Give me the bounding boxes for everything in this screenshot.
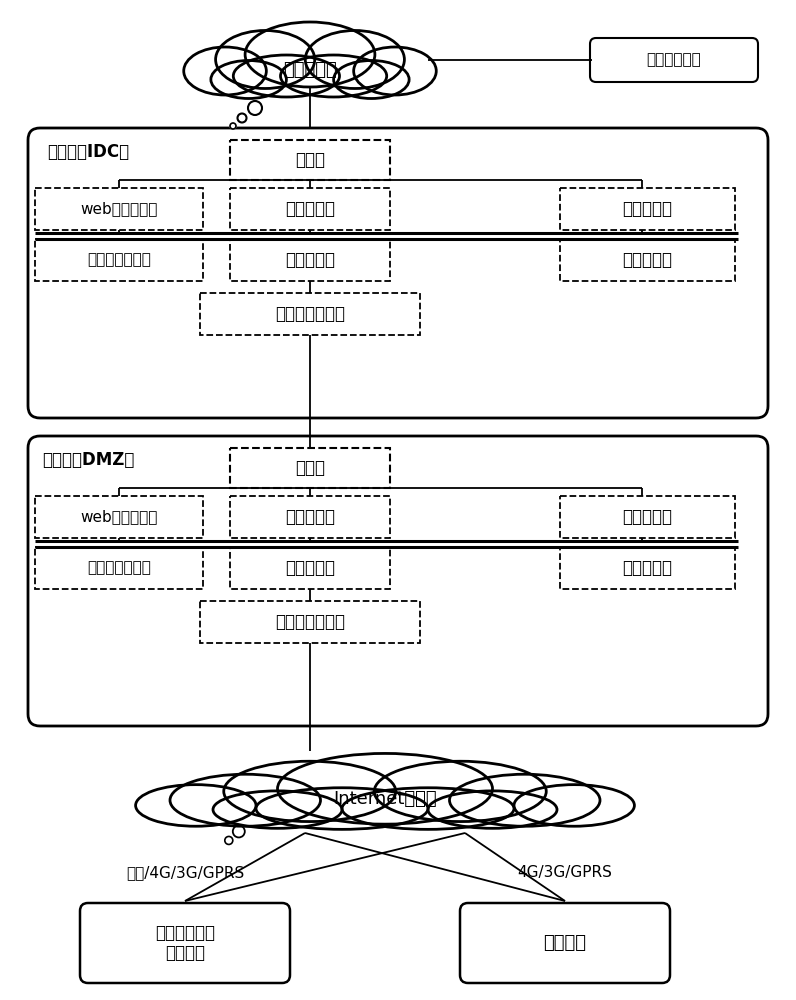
Ellipse shape [211,60,287,99]
Ellipse shape [184,47,267,95]
FancyBboxPatch shape [28,128,768,418]
Ellipse shape [342,788,514,829]
Bar [230,448,390,488]
Text: 负载均衡器: 负载均衡器 [622,251,673,269]
Ellipse shape [306,30,404,89]
Bar [35,496,203,538]
Ellipse shape [216,30,314,89]
FancyBboxPatch shape [460,903,670,983]
Ellipse shape [213,791,342,828]
Text: 其它业务系统: 其它业务系统 [646,52,701,68]
Ellipse shape [428,791,557,828]
Text: 4G/3G/GPRS: 4G/3G/GPRS [517,865,612,880]
Bar [230,239,390,281]
Ellipse shape [170,774,321,826]
Bar [200,293,420,335]
Text: Internet互联网: Internet互联网 [334,790,437,808]
FancyBboxPatch shape [28,436,768,726]
Bar [230,188,390,230]
Text: 对外接口服务器: 对外接口服务器 [87,560,151,576]
Ellipse shape [245,22,375,87]
Text: 交换机: 交换机 [295,459,325,477]
Bar [200,601,420,643]
Text: web应用服务器: web应用服务器 [80,510,158,524]
Bar [230,547,390,589]
Ellipse shape [278,753,493,824]
Text: 采集服务器: 采集服务器 [285,508,335,526]
Ellipse shape [256,788,428,829]
Text: 文件服务器: 文件服务器 [622,200,673,218]
Ellipse shape [224,761,396,822]
Text: 安全服务器: 安全服务器 [285,251,335,269]
Text: 安全服务器: 安全服务器 [285,559,335,577]
Ellipse shape [280,55,387,97]
Text: 电网公司DMZ区: 电网公司DMZ区 [42,451,135,469]
Bar [560,188,735,230]
Text: 内外网交互平台: 内外网交互平台 [275,305,345,323]
Ellipse shape [135,785,256,826]
Text: 文件服务器: 文件服务器 [622,508,673,526]
Circle shape [248,101,262,115]
Text: 负载均衡器: 负载均衡器 [622,559,673,577]
Ellipse shape [334,60,409,99]
Ellipse shape [374,761,546,822]
Text: 综合数据网: 综合数据网 [283,61,337,79]
Bar [230,140,390,180]
Bar [35,188,203,230]
Text: 电网公司IDC区: 电网公司IDC区 [47,143,129,161]
Ellipse shape [450,774,600,826]
Circle shape [230,123,236,129]
Bar [35,239,203,281]
FancyBboxPatch shape [590,38,758,82]
Circle shape [232,825,245,837]
Ellipse shape [233,55,340,97]
Bar [560,239,735,281]
Bar [35,547,203,589]
FancyBboxPatch shape [80,903,290,983]
Text: 本地站级能量
管理系统: 本地站级能量 管理系统 [155,924,215,962]
Text: 车载终端: 车载终端 [544,934,587,952]
Text: 采集服务器: 采集服务器 [285,200,335,218]
Circle shape [224,836,232,844]
Bar [560,496,735,538]
Ellipse shape [514,785,634,826]
Circle shape [237,113,247,122]
Text: 交换机: 交换机 [295,151,325,169]
Text: 反向代理服务器: 反向代理服务器 [275,613,345,631]
Bar [230,496,390,538]
Bar [560,547,735,589]
Text: 对外接口服务器: 对外接口服务器 [87,252,151,267]
Ellipse shape [353,47,436,95]
Text: web应用服务器: web应用服务器 [80,202,158,217]
Text: 光纤/4G/3G/GPRS: 光纤/4G/3G/GPRS [126,865,244,880]
